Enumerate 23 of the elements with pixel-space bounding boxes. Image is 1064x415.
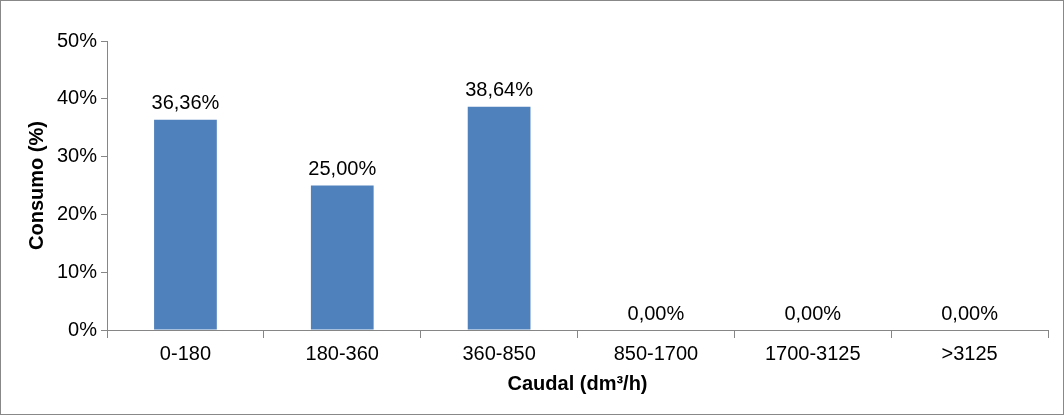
y-tick-label: 20%	[57, 201, 98, 224]
x-tick-label: >3125	[941, 341, 998, 364]
y-tick-label: 0%	[68, 317, 98, 340]
x-axis-title: Caudal (dm³/h)	[507, 371, 648, 394]
x-tick-label: 180-360	[305, 341, 379, 364]
y-tick-label: 50%	[57, 28, 98, 51]
x-tick-label: 1700-3125	[764, 341, 861, 364]
bar	[467, 106, 531, 330]
bar	[310, 185, 374, 330]
data-label: 25,00%	[308, 157, 377, 180]
data-label: 0,00%	[784, 301, 842, 324]
x-tick-label: 850-1700	[613, 341, 699, 364]
y-tick-label: 30%	[57, 144, 98, 167]
x-tick-label: 360-850	[462, 341, 536, 364]
data-label: 38,64%	[465, 78, 534, 101]
data-label: 36,36%	[151, 91, 220, 114]
bar	[154, 119, 217, 330]
data-label: 0,00%	[941, 301, 999, 324]
y-axis-title: Consumo (%)	[24, 121, 47, 250]
y-tick-label: 40%	[57, 86, 98, 109]
data-label: 0,00%	[627, 301, 685, 324]
x-tick-label: 0-180	[159, 341, 212, 364]
y-tick-label: 10%	[57, 259, 98, 282]
